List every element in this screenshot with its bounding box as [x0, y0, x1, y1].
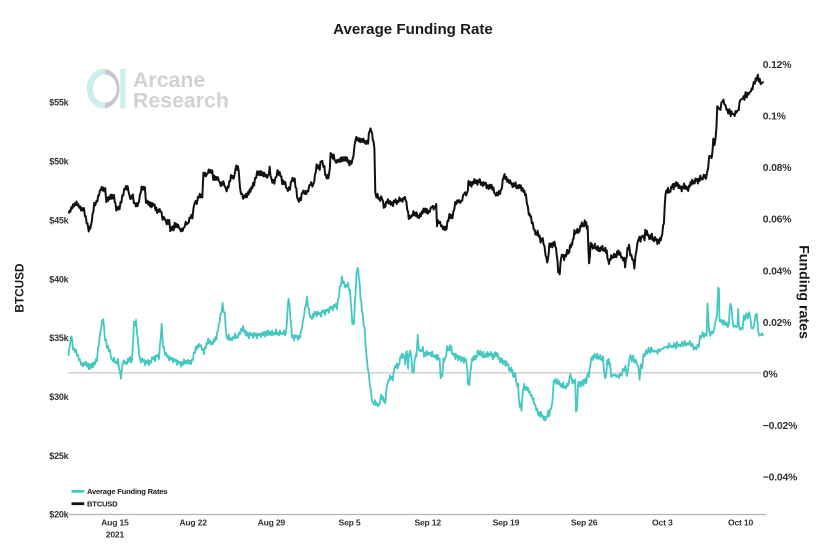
svg-text:Sep 12: Sep 12 — [414, 517, 441, 527]
svg-text:$55k: $55k — [49, 98, 69, 108]
svg-text:$30k: $30k — [49, 392, 69, 402]
svg-text:$45k: $45k — [49, 215, 69, 225]
svg-text:$20k: $20k — [49, 510, 69, 520]
svg-text:0.12%: 0.12% — [763, 60, 791, 71]
svg-text:$25k: $25k — [49, 451, 69, 461]
svg-text:0.1%: 0.1% — [763, 112, 786, 123]
svg-text:Funding rates: Funding rates — [796, 245, 812, 339]
svg-text:Aug 15: Aug 15 — [101, 517, 129, 527]
svg-text:2021: 2021 — [106, 529, 125, 539]
svg-text:Arcane: Arcane — [133, 68, 205, 92]
svg-text:0%: 0% — [763, 370, 778, 381]
svg-text:−0.04%: −0.04% — [763, 473, 797, 484]
svg-text:0.06%: 0.06% — [763, 215, 791, 226]
svg-text:Sep 26: Sep 26 — [571, 517, 598, 527]
svg-text:Sep 5: Sep 5 — [339, 517, 361, 527]
svg-text:$40k: $40k — [49, 274, 69, 284]
svg-text:Aug 22: Aug 22 — [179, 517, 207, 527]
svg-text:0.08%: 0.08% — [763, 163, 791, 174]
svg-text:BTCUSD: BTCUSD — [87, 499, 118, 508]
svg-text:Research: Research — [133, 89, 229, 113]
svg-text:−0.02%: −0.02% — [763, 421, 797, 432]
svg-text:$50k: $50k — [49, 157, 69, 167]
svg-text:0.02%: 0.02% — [763, 318, 791, 329]
svg-text:Oct 10: Oct 10 — [728, 517, 753, 527]
svg-text:Oct 3: Oct 3 — [652, 517, 673, 527]
svg-text:Sep 19: Sep 19 — [493, 517, 520, 527]
svg-text:BTCUSD: BTCUSD — [13, 263, 27, 313]
svg-text:Average Funding Rates: Average Funding Rates — [87, 487, 167, 496]
svg-text:0.04%: 0.04% — [763, 266, 791, 277]
svg-text:Average Funding Rate: Average Funding Rate — [333, 21, 493, 38]
svg-text:Aug 29: Aug 29 — [258, 517, 286, 527]
svg-text:$35k: $35k — [49, 333, 69, 343]
